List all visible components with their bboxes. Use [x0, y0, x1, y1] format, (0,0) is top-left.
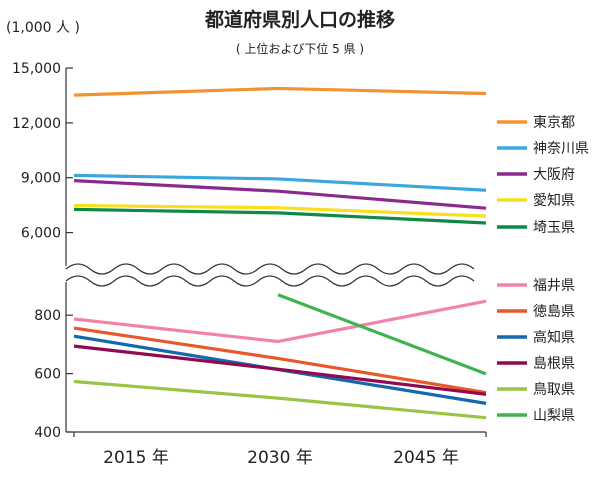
axis-break-gap	[60, 267, 490, 282]
series-神奈川県	[73, 173, 487, 192]
axis-break-wave-top	[65, 263, 475, 275]
legend-label: 徳島県	[533, 304, 575, 320]
legend-item: 愛知県	[497, 192, 575, 209]
series-line	[73, 344, 487, 396]
legend-item: 島根県	[497, 356, 575, 372]
legend-label: 高知県	[533, 329, 575, 346]
y-upper-tick-label: 6,000	[21, 226, 61, 242]
legend-label: 福井県	[533, 278, 575, 294]
series-埼玉県	[73, 207, 487, 225]
x-tick-label: 2045 年	[393, 448, 459, 468]
series-line	[73, 207, 487, 225]
legend-label: 島根県	[533, 356, 575, 372]
chart-title: 都道府県別人口の推移	[204, 8, 395, 31]
legend-label: 愛知県	[533, 192, 575, 209]
legend-item: 埼玉県	[497, 220, 575, 236]
axis-break-wave-bottom	[65, 275, 475, 287]
legend-item: 東京都	[497, 115, 575, 131]
legend-label: 大阪府	[533, 167, 575, 183]
legend-item: 高知県	[497, 329, 575, 346]
series-福井県	[73, 299, 487, 344]
legend-item: 神奈川県	[497, 141, 589, 157]
y-axis-unit-label: (1,000 人 )	[6, 20, 80, 36]
series-山梨県	[277, 293, 487, 376]
legend-label: 山梨県	[533, 408, 575, 424]
series-line	[73, 86, 487, 97]
series-鳥取県	[73, 379, 487, 420]
y-upper-tick-label: 12,000	[12, 116, 61, 132]
legend-item: 大阪府	[497, 167, 575, 183]
series-愛知県	[73, 203, 487, 218]
x-tick-label: 2030 年	[247, 448, 313, 468]
y-lower-tick-label: 800	[34, 308, 61, 324]
series-東京都	[73, 86, 487, 97]
series-line	[73, 203, 487, 218]
legend-item: 福井県	[497, 278, 575, 294]
y-lower-tick-label: 600	[34, 367, 61, 383]
series-島根県	[73, 344, 487, 396]
legend-label: 鳥取県	[533, 382, 575, 398]
series-line	[73, 379, 487, 420]
legend-item: 徳島県	[497, 304, 575, 320]
y-upper-tick-label: 15,000	[12, 61, 61, 77]
series-line	[277, 293, 487, 376]
series-line	[73, 299, 487, 344]
series-徳島県	[73, 326, 487, 395]
series-line	[73, 326, 487, 395]
chart-subtitle: ( 上位および下位 5 県 )	[236, 41, 364, 56]
legend-label: 埼玉県	[533, 220, 575, 236]
axis-layer: 6,000 9,000 12,000 15,000 400 600 800 2015 年 203…	[12, 61, 490, 468]
legend-label: 東京都	[533, 115, 575, 131]
series-layer	[73, 86, 487, 420]
y-lower-tick-label: 400	[34, 425, 61, 441]
series-line	[73, 173, 487, 192]
legend-item: 山梨県	[497, 408, 575, 424]
legend-label: 神奈川県	[533, 141, 589, 157]
series-大阪府	[73, 179, 487, 210]
legend-item: 鳥取県	[497, 382, 575, 398]
series-line	[73, 179, 487, 210]
y-upper-tick-label: 9,000	[21, 171, 61, 187]
x-tick-label: 2015 年	[103, 448, 169, 468]
